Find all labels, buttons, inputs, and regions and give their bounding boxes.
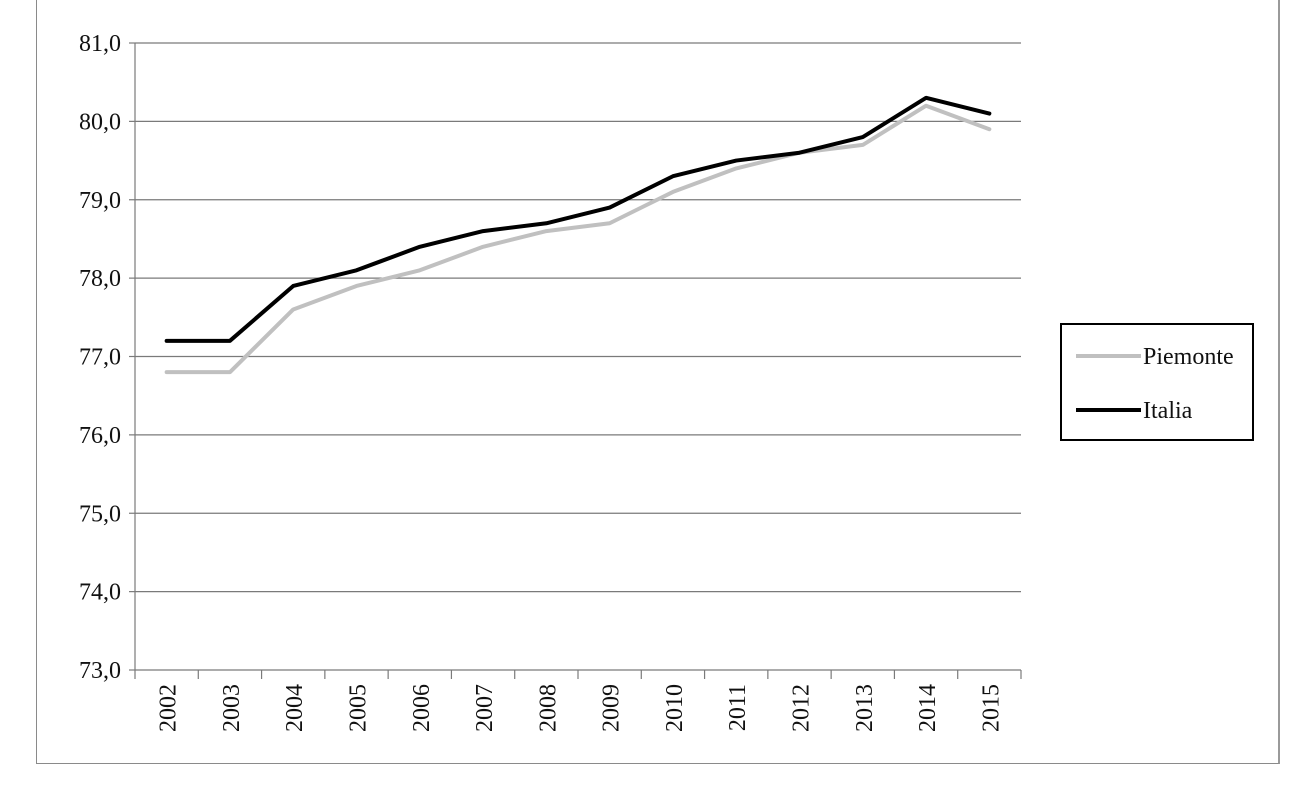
y-tick-label: 74,0 [79, 580, 121, 606]
y-tick-label: 73,0 [79, 658, 121, 684]
x-tick-label: 2006 [409, 684, 435, 732]
y-tick-label: 80,0 [79, 109, 121, 135]
x-tick-label: 2010 [662, 684, 688, 732]
y-tick-label: 76,0 [79, 423, 121, 449]
grid-lines [135, 42, 1021, 593]
legend: Piemonte Italia [1060, 323, 1254, 441]
x-tick-label: 2011 [725, 684, 751, 731]
y-tick-label: 77,0 [79, 345, 121, 371]
series-line-italia [164, 95, 992, 343]
y-tick-label: 79,0 [79, 188, 121, 214]
x-tick-label: 2004 [282, 684, 308, 732]
x-tick-label: 2012 [789, 684, 815, 732]
series-line-piemonte [164, 103, 992, 375]
legend-label-piemonte: Piemonte [1143, 344, 1234, 370]
x-tick-label: 2015 [978, 684, 1004, 732]
legend-box [1060, 323, 1254, 441]
chart-frame [36, 0, 1280, 764]
y-tick-label: 78,0 [79, 266, 121, 292]
y-tick-label: 75,0 [79, 501, 121, 527]
x-tick-label: 2005 [346, 684, 372, 732]
y-tick-label: 81,0 [79, 31, 121, 57]
x-tick-label: 2003 [219, 684, 245, 732]
x-tick-label: 2009 [599, 684, 625, 732]
x-tick-label: 2002 [156, 684, 182, 732]
legend-label-italia: Italia [1143, 398, 1193, 424]
series-lines [164, 95, 992, 375]
x-tick-labels: 2002 2003 2004 2005 2006 2007 2008 2009 2010 2011… [156, 684, 1005, 732]
x-tick-label: 2013 [852, 684, 878, 732]
axes [129, 42, 1022, 679]
y-tick-labels: 73,0 74,0 75,0 76,0 77,0 78,0 79,0 80,0 81,0 [79, 31, 121, 684]
x-tick-label: 2014 [915, 684, 941, 732]
x-tick-label: 2008 [535, 684, 561, 732]
x-tick-label: 2007 [472, 684, 498, 732]
